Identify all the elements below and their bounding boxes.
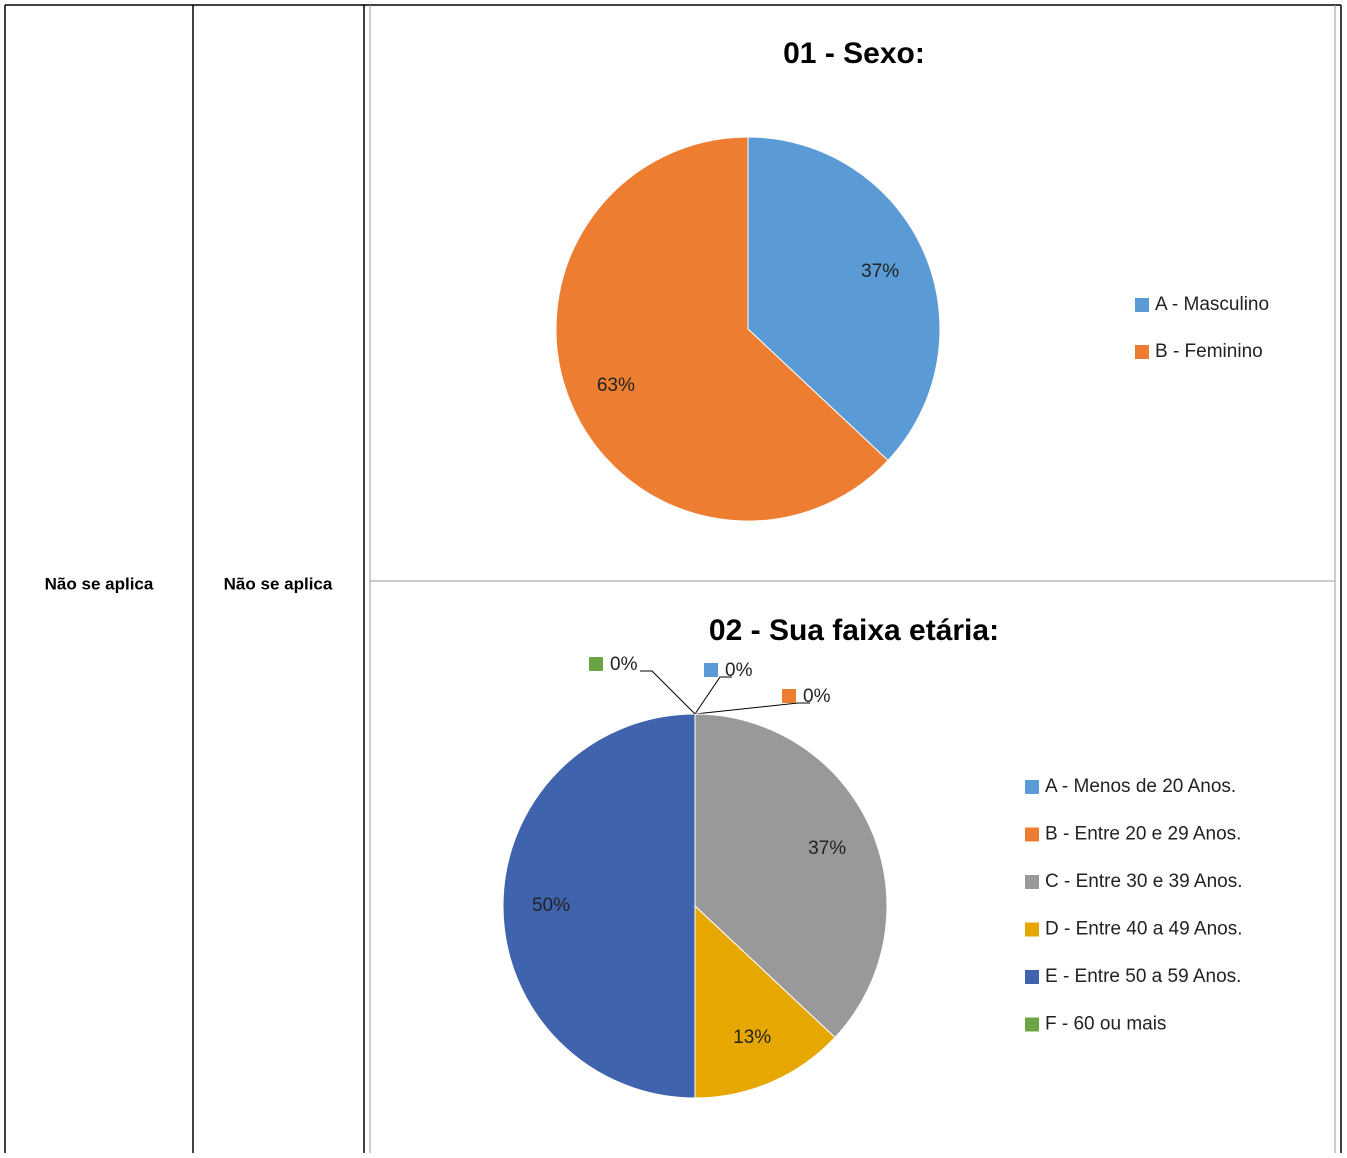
legend-swatch xyxy=(1135,345,1149,359)
data-label: 0% xyxy=(610,654,638,675)
legend-swatch xyxy=(1025,1017,1039,1032)
label-swatch xyxy=(704,663,718,677)
legend-swatch xyxy=(1025,827,1039,842)
legend-label: E - Entre 50 a 59 Anos. xyxy=(1045,966,1241,987)
data-label: 37% xyxy=(861,261,899,282)
legend-label: B - Entre 20 e 29 Anos. xyxy=(1045,824,1241,845)
chart-title: 01 - Sexo: xyxy=(783,37,925,70)
legend-label: C - Entre 30 e 39 Anos. xyxy=(1045,871,1243,892)
pie-slice xyxy=(694,713,888,1039)
chart-title: 02 - Sua faixa etária: xyxy=(709,614,999,647)
legend-swatch xyxy=(1135,298,1149,312)
legend-label: A - Menos de 20 Anos. xyxy=(1045,776,1236,797)
legend-swatch xyxy=(1025,970,1039,984)
legend-label: D - Entre 40 a 49 Anos. xyxy=(1045,919,1243,940)
legend-swatch xyxy=(1025,780,1039,794)
data-label: 50% xyxy=(532,895,570,916)
data-label: 0% xyxy=(725,660,753,681)
legend-label: A - Masculino xyxy=(1155,294,1269,315)
data-label: 37% xyxy=(808,838,846,859)
data-label: 63% xyxy=(597,375,635,396)
leader-line xyxy=(694,676,732,715)
leader-line xyxy=(694,702,810,715)
pie-slice xyxy=(555,136,889,522)
label-swatch xyxy=(782,689,796,703)
table-borders xyxy=(4,4,1342,1153)
label-swatch xyxy=(589,657,603,671)
pie-slice xyxy=(502,713,696,1099)
data-label: 0% xyxy=(803,686,831,707)
legend-swatch xyxy=(1025,875,1039,889)
leader-line xyxy=(640,670,696,715)
legend-swatch xyxy=(1025,922,1039,937)
legend-label: B - Feminino xyxy=(1155,341,1263,362)
data-label: 13% xyxy=(733,1027,771,1048)
legend-label: F - 60 ou mais xyxy=(1045,1014,1166,1035)
pie-slice xyxy=(747,136,941,462)
pie-slice xyxy=(694,904,836,1099)
cell-text: Não se aplica xyxy=(45,574,154,593)
cell-text: Não se aplica xyxy=(224,574,333,593)
